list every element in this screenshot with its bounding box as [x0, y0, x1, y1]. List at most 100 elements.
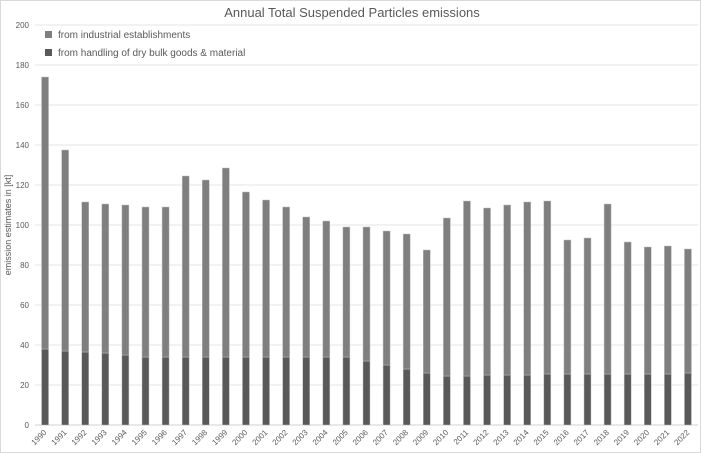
bar-industrial-1999: [222, 167, 230, 358]
bar-handling-1993: [101, 352, 110, 426]
y-tick-label: 0: [25, 421, 30, 430]
bar-handling-2010: [443, 375, 451, 426]
x-tick-label: 2002: [271, 428, 290, 447]
x-tick-label: 2014: [512, 428, 531, 447]
bar-industrial-2004: [322, 220, 331, 358]
bar-handling-2007: [382, 364, 391, 426]
bar-handling-1991: [61, 350, 69, 426]
bar-handling-1990: [41, 348, 49, 426]
bar-handling-2012: [483, 374, 491, 426]
y-tick-label: 180: [16, 61, 30, 70]
bar-handling-2020: [644, 373, 652, 426]
bar-handling-2016: [563, 373, 572, 426]
x-tick-label: 1994: [110, 428, 129, 447]
bar-handling-2015: [543, 373, 552, 426]
x-tick-label: 2010: [431, 428, 450, 447]
bar-industrial-2011: [463, 200, 471, 377]
bar-handling-1998: [202, 356, 210, 426]
bar-handling-1999: [222, 356, 230, 426]
bar-handling-1995: [141, 356, 150, 426]
bar-industrial-2006: [362, 226, 371, 362]
bar-industrial-2001: [262, 199, 270, 358]
x-tick-label: 2018: [592, 428, 611, 447]
x-tick-label: 2013: [492, 428, 511, 447]
x-tick-label: 2022: [672, 428, 691, 447]
legend-swatch: [45, 49, 52, 56]
x-tick-label: 1995: [130, 428, 149, 447]
x-tick-label: 2017: [572, 428, 591, 447]
x-tick-label: 2009: [411, 428, 430, 447]
bar-handling-2018: [603, 373, 612, 426]
x-tick-label: 2012: [472, 428, 491, 447]
x-tick-label: 2015: [532, 428, 551, 447]
chart-title: Annual Total Suspended Particles emissio…: [224, 5, 480, 20]
bar-handling-2013: [503, 374, 511, 426]
bar-handling-1996: [161, 356, 170, 426]
bar-industrial-1990: [41, 76, 49, 350]
legend-label: from handling of dry bulk goods & materi…: [58, 48, 245, 59]
bar-handling-2003: [302, 356, 310, 426]
x-tick-label: 1993: [90, 428, 109, 447]
x-tick-label: 1999: [210, 428, 229, 447]
y-tick-label: 140: [16, 141, 30, 150]
y-tick-label: 100: [16, 221, 30, 230]
bar-handling-2019: [623, 373, 632, 426]
y-tick-label: 200: [16, 21, 30, 30]
x-tick-label: 2020: [632, 428, 651, 447]
legend-label: from industrial establishments: [58, 30, 190, 41]
bar-handling-2017: [583, 373, 592, 426]
x-tick-label: 1990: [30, 428, 49, 447]
bar-industrial-1992: [81, 201, 89, 353]
bar-industrial-2019: [623, 241, 632, 375]
x-tick-label: 2019: [612, 428, 631, 447]
bar-handling-2009: [423, 372, 431, 426]
bar-industrial-2022: [684, 248, 692, 374]
bar-industrial-1997: [181, 175, 190, 358]
bar-industrial-1991: [61, 149, 69, 352]
y-tick-label: 40: [20, 341, 29, 350]
bar-industrial-2017: [583, 237, 592, 375]
x-tick-label: 2021: [652, 428, 671, 447]
x-tick-label: 1998: [190, 428, 209, 447]
x-tick-label: 1997: [170, 428, 189, 447]
bar-industrial-2021: [664, 245, 672, 375]
bar-industrial-2015: [543, 200, 552, 375]
x-tick-label: 2006: [351, 428, 370, 447]
x-tick-label: 2001: [251, 428, 270, 447]
bar-industrial-2007: [382, 230, 391, 366]
bar-industrial-2013: [503, 204, 511, 376]
bar-industrial-2009: [423, 249, 431, 374]
x-tick-label: 2007: [371, 428, 390, 447]
bar-handling-2011: [463, 375, 471, 426]
bar-industrial-2014: [523, 201, 531, 376]
x-tick-label: 1996: [150, 428, 169, 447]
bar-industrial-2000: [242, 191, 250, 358]
bar-handling-2004: [322, 356, 331, 426]
bar-industrial-2003: [302, 216, 310, 358]
bar-handling-2008: [402, 368, 411, 426]
y-tick-label: 20: [20, 381, 29, 390]
bar-handling-2002: [282, 356, 290, 426]
bar-industrial-2010: [443, 217, 451, 377]
x-tick-label: 2003: [291, 428, 310, 447]
x-tick-label: 2004: [311, 428, 330, 447]
y-tick-label: 160: [16, 101, 30, 110]
bar-handling-2001: [262, 356, 270, 426]
bar-industrial-1998: [202, 179, 210, 358]
bar-handling-1992: [81, 351, 89, 426]
bar-industrial-2008: [402, 233, 411, 370]
x-tick-label: 2016: [552, 428, 571, 447]
y-tick-label: 60: [20, 301, 29, 310]
y-tick-label: 80: [20, 261, 29, 270]
x-tick-label: 1992: [70, 428, 89, 447]
bar-handling-2006: [362, 360, 371, 426]
bar-industrial-1994: [121, 204, 130, 356]
bar-handling-2000: [242, 356, 250, 426]
x-tick-label: 2000: [230, 428, 249, 447]
bar-industrial-2002: [282, 206, 290, 358]
x-tick-label: 1991: [50, 428, 69, 447]
bar-handling-2014: [523, 374, 531, 426]
bar-industrial-2016: [563, 239, 572, 375]
bar-industrial-1996: [161, 206, 170, 358]
bar-handling-2021: [664, 373, 672, 426]
